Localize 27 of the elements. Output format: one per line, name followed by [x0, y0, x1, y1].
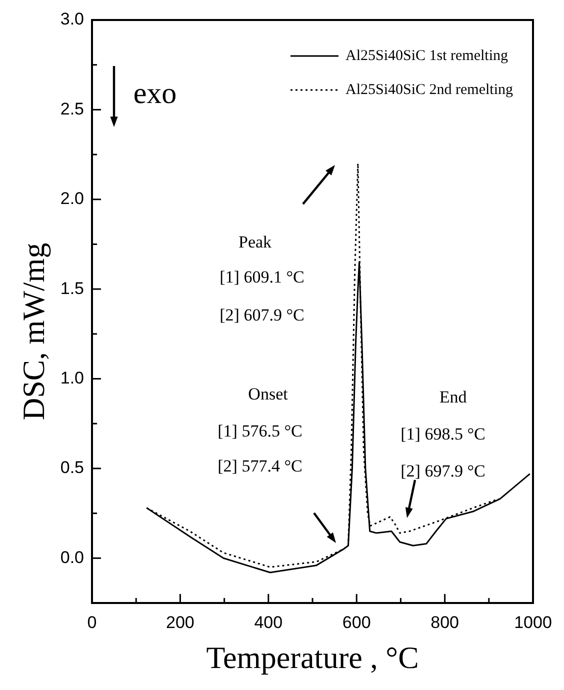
x-tick-label: 600: [342, 613, 371, 632]
annotation: exo: [133, 76, 177, 110]
y-tick-label: 0.0: [60, 548, 84, 567]
annotation: [2] 607.9 °C: [220, 305, 304, 324]
x-tick-label: 800: [430, 613, 459, 632]
y-tick-label: 0.5: [60, 458, 84, 478]
legend-label: Al25Si40SiC 1st remelting: [345, 48, 509, 64]
annotation: [1] 698.5 °C: [400, 424, 486, 444]
annotation: [2] 577.4 °C: [218, 456, 302, 476]
annotation: End: [439, 387, 468, 406]
y-tick-label: 1.5: [60, 278, 84, 298]
annotation: Peak: [238, 232, 272, 252]
x-tick-label: 0: [87, 613, 97, 632]
annotation: Onset: [248, 384, 288, 404]
y-axis-title: DSC, mW/mg: [16, 242, 52, 420]
x-tick-label: 200: [166, 613, 194, 632]
y-tick-label: 2.0: [60, 189, 84, 208]
y-tick-label: 1.0: [60, 368, 84, 388]
y-tick-label: 3.0: [60, 10, 84, 29]
annotation: [2] 697.9 °C: [400, 461, 486, 480]
x-tick-label: 1000: [514, 613, 552, 632]
x-tick-label: 400: [254, 613, 283, 632]
legend-label: Al25Si40SiC 2nd remelting: [345, 82, 514, 98]
annotation: [1] 576.5 °C: [218, 421, 302, 440]
x-axis-title: Temperature , °C: [206, 640, 419, 676]
y-tick-label: 2.5: [60, 99, 84, 118]
annotation: [1] 609.1 °C: [220, 267, 304, 286]
